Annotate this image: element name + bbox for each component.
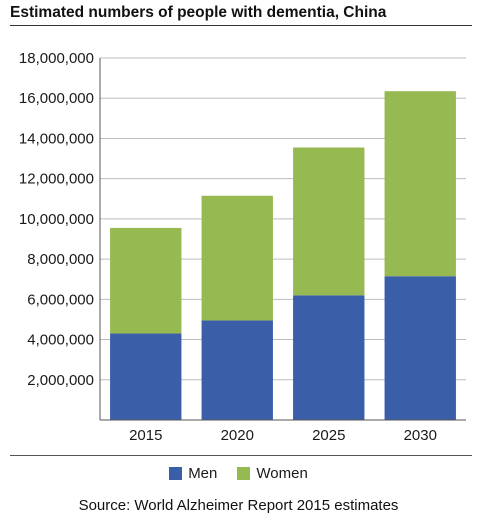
legend-label-men: Men [188, 465, 218, 482]
legend-item-women: Women [237, 465, 308, 482]
chart-plot: 2,000,000 4,000,000 6,000,000 8,000,000 10,0… [19, 50, 466, 444]
y-tick-label: 18,000,000 [19, 50, 94, 67]
bar-men-2025 [293, 295, 365, 420]
y-tick-label: 4,000,000 [27, 332, 94, 349]
bar-women-2015 [110, 227, 182, 334]
y-tick-label: 12,000,000 [19, 171, 94, 188]
bars [110, 91, 456, 420]
legend-label-women: Women [256, 465, 308, 482]
y-tick-label: 2,000,000 [27, 372, 94, 389]
y-tick-label: 8,000,000 [27, 251, 94, 268]
y-tick-labels: 2,000,000 4,000,000 6,000,000 8,000,000 10,0… [19, 50, 94, 389]
x-tick-label: 2030 [404, 427, 437, 444]
bar-women-2020 [201, 195, 273, 321]
bar-women-2025 [293, 147, 365, 296]
source-note: Source: World Alzheimer Report 2015 esti… [78, 497, 399, 514]
title-divider [10, 25, 472, 26]
x-tick-label: 2025 [312, 427, 345, 444]
legend-swatch-men [169, 467, 183, 480]
y-tick-label: 6,000,000 [27, 291, 94, 308]
chart-title: Estimated numbers of people with dementi… [10, 4, 387, 21]
legend-item-men: Men [169, 465, 217, 482]
y-tick-label: 14,000,000 [19, 130, 94, 147]
legend-swatch-women [237, 467, 251, 480]
y-tick-label: 10,000,000 [19, 211, 94, 228]
x-tick-label: 2020 [221, 427, 254, 444]
y-tick-label: 16,000,000 [19, 90, 94, 107]
bar-men-2015 [110, 333, 182, 420]
bar-women-2030 [384, 91, 456, 277]
bar-men-2030 [384, 276, 456, 420]
legend: Men Women [0, 465, 477, 482]
x-tick-labels: 2015 2020 2025 2030 [129, 427, 437, 444]
bar-men-2020 [201, 320, 273, 420]
axes [99, 58, 466, 421]
legend-divider [10, 455, 472, 456]
x-tick-label: 2015 [129, 427, 162, 444]
